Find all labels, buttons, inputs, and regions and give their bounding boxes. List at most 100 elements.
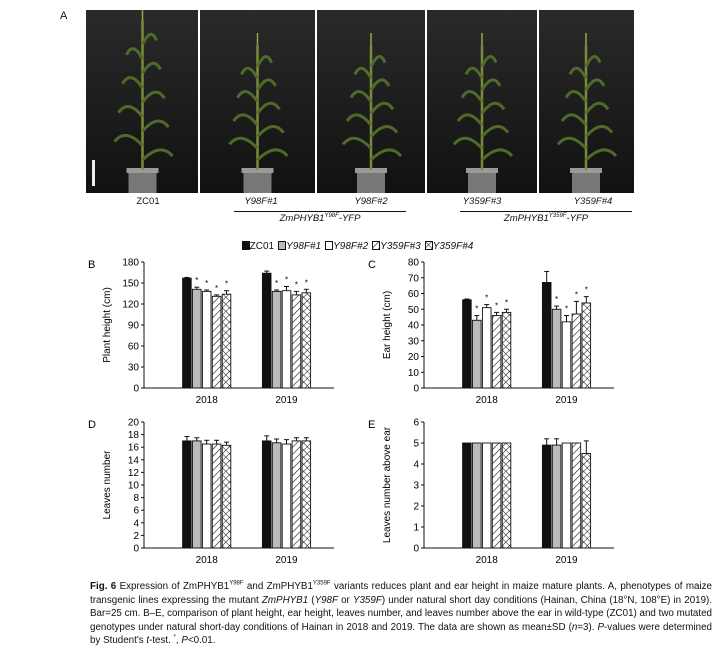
significance-mark: * (195, 276, 198, 285)
significance-mark: * (295, 280, 298, 289)
y-tick-label: 40 (408, 321, 420, 332)
plant-height-chart: B Plant height (cm) 0 30 60 90 120 150 180 * * * * 20… (88, 258, 348, 413)
significance-mark: * (275, 279, 278, 288)
y-axis-label: Plant height (cm) (102, 287, 113, 363)
y-tick-label: 16 (128, 443, 140, 454)
bar (472, 442, 482, 549)
plant-label-y359f-3: Y359F#3 (462, 196, 502, 207)
panel-letter: C (368, 259, 376, 271)
bar (271, 442, 282, 549)
y-tick-label: 120 (122, 300, 139, 311)
plant-label-zc01: ZC01 (136, 196, 160, 207)
bar (201, 290, 212, 389)
bar (291, 440, 302, 549)
bar (462, 442, 472, 549)
legend-label: Y98F#1 (286, 241, 322, 252)
legend-swatch (372, 241, 381, 250)
bar (541, 282, 552, 389)
y-tick-label: 5 (413, 439, 419, 450)
y-tick-label: 0 (133, 544, 139, 555)
y-axis-label: Leaves number above ear (382, 426, 393, 543)
significance-mark: * (225, 280, 228, 289)
caption-label: Fig. 6 (90, 581, 117, 592)
y-tick-label: 60 (408, 289, 420, 300)
y-tick-label: 30 (408, 336, 420, 347)
legend-label: Y359F#4 (432, 241, 474, 252)
panel-letter: B (88, 259, 95, 271)
bar (182, 277, 192, 389)
maize-plant (113, 8, 174, 193)
x-tick-label: 2018 (196, 555, 219, 566)
y-tick-label: 180 (122, 258, 139, 269)
significance-mark: * (565, 305, 568, 314)
y-tick-label: 20 (408, 352, 420, 363)
x-tick-label: 2019 (555, 555, 578, 566)
legend-label: Y98F#2 (333, 241, 369, 252)
bar (182, 440, 192, 549)
legend-item: Y359F#4 (424, 241, 474, 252)
significance-mark: * (575, 290, 578, 299)
y-tick-label: 90 (128, 321, 140, 332)
x-tick-label: 2019 (275, 555, 298, 566)
x-tick-label: 2018 (196, 395, 219, 406)
bar (221, 444, 232, 549)
x-tick-label: 2019 (555, 395, 578, 406)
significance-mark: * (205, 279, 208, 288)
bar (561, 321, 572, 389)
ear-height-chart: C Ear height (cm) 0 10 20 30 40 50 60 70 80 * * * * 201… (368, 258, 628, 413)
legend-label: Y359F#3 (380, 241, 421, 252)
group-label-y98f: ZmPHYB1Y98F-YFP (279, 212, 361, 224)
bar (481, 442, 492, 549)
bar-chart: B Plant height (cm) 0 30 60 90 120 150 180 * * * * 20… (88, 258, 334, 406)
bar (541, 444, 552, 549)
bar (192, 440, 202, 549)
scale-bar (92, 160, 95, 186)
panel-a-letter: A (60, 10, 68, 22)
maize-plant (452, 33, 514, 193)
y-tick-label: 1 (413, 523, 419, 534)
significance-mark: * (475, 305, 478, 314)
y-tick-label: 6 (413, 418, 419, 429)
y-tick-label: 4 (413, 460, 419, 471)
y-tick-label: 6 (133, 506, 139, 517)
bar (501, 311, 512, 389)
y-tick-label: 80 (408, 258, 420, 269)
y-tick-label: 70 (408, 273, 420, 284)
bar (271, 290, 282, 389)
legend-swatch (424, 241, 433, 250)
bar (211, 295, 222, 389)
maize-plants-photo (86, 8, 634, 193)
maize-plant (228, 33, 289, 193)
y-axis-label: Leaves number (102, 450, 113, 520)
legend-swatch (325, 241, 334, 250)
bar (491, 315, 502, 389)
bar (571, 313, 582, 389)
y-tick-label: 14 (128, 455, 140, 466)
bar (551, 444, 562, 549)
x-tick-label: 2019 (275, 395, 298, 406)
x-tick-label: 2018 (476, 555, 499, 566)
bar (472, 319, 482, 389)
significance-mark: * (215, 284, 218, 293)
bar (462, 299, 472, 389)
group-line-y359f (460, 211, 632, 212)
y-tick-label: 12 (128, 468, 140, 479)
y-tick-label: 0 (413, 384, 419, 395)
figure-caption: Fig. 6 Expression of ZmPHYB1Y98F and ZmP… (90, 580, 713, 647)
bar (201, 443, 212, 549)
panel-letter: D (88, 419, 96, 431)
chart-legend: ZC01 Y98F#1 Y98F#2 Y359F#3 Y359F#4 (0, 241, 719, 252)
significance-mark: * (505, 298, 508, 307)
y-axis-label: Ear height (cm) (382, 291, 393, 359)
y-tick-label: 150 (122, 279, 139, 290)
y-tick-label: 50 (408, 305, 420, 316)
bar-chart: C Ear height (cm) 0 10 20 30 40 50 60 70 80 * * * * 201… (368, 258, 614, 406)
y-tick-label: 10 (408, 368, 420, 379)
y-tick-label: 30 (128, 363, 140, 374)
bar (551, 308, 562, 389)
bar (491, 442, 502, 549)
bar (301, 440, 312, 549)
significance-mark: * (555, 295, 558, 304)
y-tick-label: 60 (128, 342, 140, 353)
